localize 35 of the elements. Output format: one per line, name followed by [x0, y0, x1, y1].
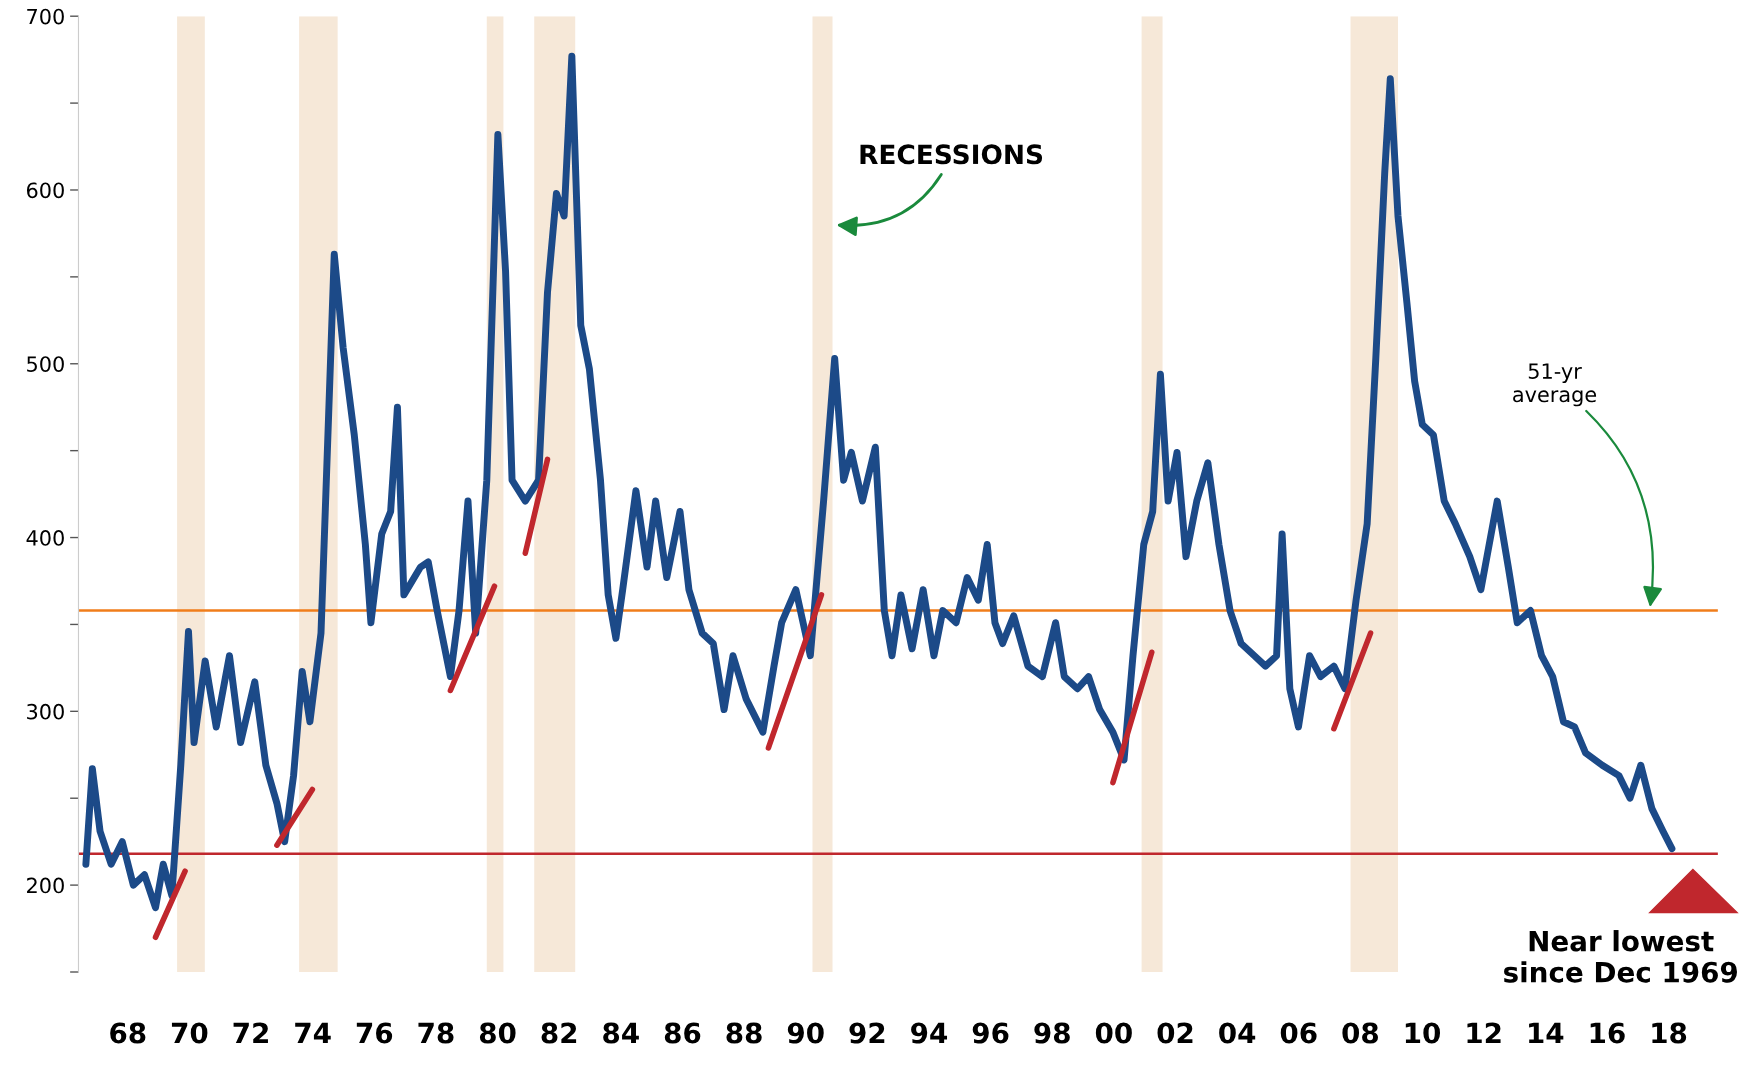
x-tick-label: 04	[1219, 1022, 1256, 1044]
x-tick-label: 78	[418, 1022, 454, 1044]
x-tick-label: 98	[1034, 1022, 1070, 1044]
annotation: 51-yr average	[1513, 363, 1597, 407]
x-tick-label: 10	[1405, 1022, 1441, 1044]
x-tick-label: 02	[1157, 1022, 1193, 1044]
x-tick-label: 76	[356, 1022, 393, 1044]
x-tick-label: 16	[1590, 1022, 1625, 1044]
x-tick-label: 88	[726, 1022, 762, 1044]
x-tick-label: 72	[233, 1022, 268, 1044]
y-tick-label: 700	[27, 8, 64, 25]
x-tick-label: 74	[295, 1022, 331, 1044]
x-tick-label: 12	[1467, 1022, 1501, 1044]
x-tick-label: 94	[911, 1022, 948, 1044]
x-tick-label: 08	[1342, 1022, 1378, 1044]
annotation: RECESSIONS	[860, 144, 1043, 165]
x-tick-label: 68	[110, 1022, 146, 1044]
x-tick-label: 96	[972, 1022, 1009, 1044]
x-tick-label: 84	[603, 1022, 639, 1044]
x-tick-label: 14	[1529, 1022, 1564, 1044]
x-tick-label: 86	[664, 1022, 701, 1044]
x-tick-label: 92	[849, 1022, 885, 1044]
x-tick-label: 18	[1652, 1022, 1687, 1044]
annotation: Near lowest since Dec 1969	[1504, 930, 1737, 983]
y-tick-label: 300	[27, 703, 64, 720]
x-tick-label: 70	[171, 1022, 208, 1044]
x-tick-label: 90	[787, 1022, 824, 1044]
x-tick-label: 80	[479, 1022, 516, 1044]
x-tick-label: 82	[541, 1022, 577, 1044]
y-tick-label: 600	[26, 182, 64, 199]
y-tick-label: 500	[27, 356, 64, 372]
x-tick-label: 06	[1280, 1022, 1317, 1044]
y-tick-label: 200	[27, 877, 64, 894]
x-tick-label: 00	[1095, 1022, 1132, 1044]
y-tick-label: 400	[26, 530, 64, 546]
